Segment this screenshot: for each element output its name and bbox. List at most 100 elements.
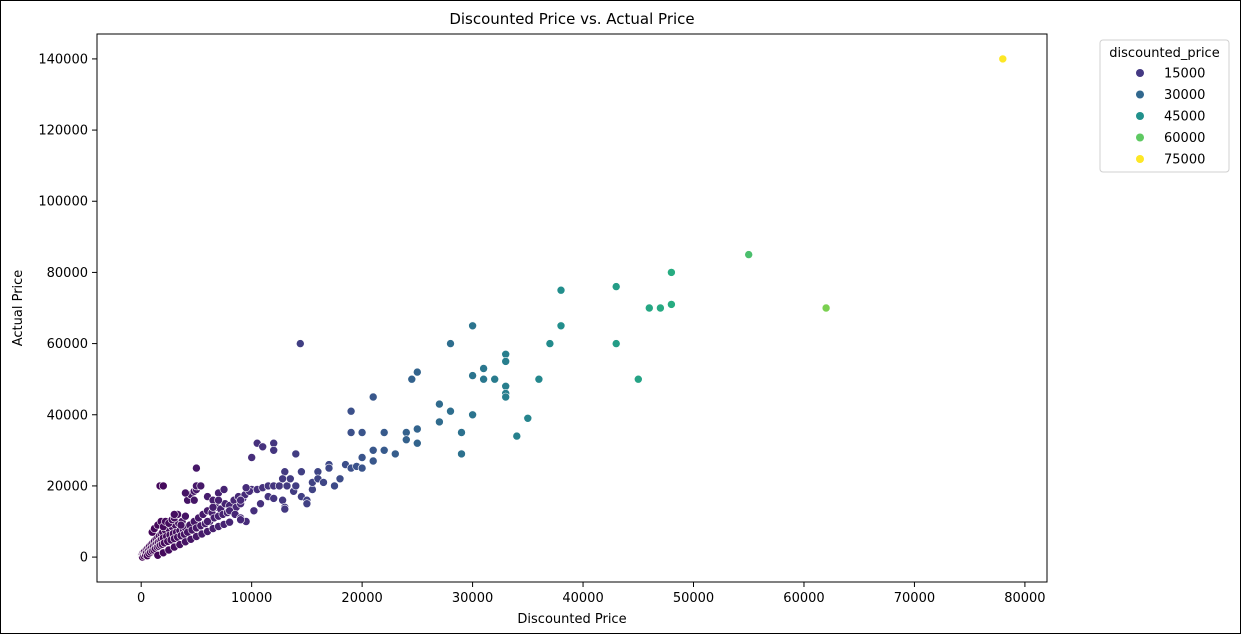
data-point (556, 321, 566, 331)
data-point (176, 520, 186, 530)
data-point (308, 485, 317, 494)
data-point (435, 417, 444, 427)
data-point (379, 445, 389, 455)
data-point (490, 374, 500, 384)
data-point (247, 453, 256, 462)
data-point (407, 374, 417, 384)
data-point (512, 431, 522, 441)
legend-label: 60000 (1164, 131, 1205, 146)
legend-label: 15000 (1164, 67, 1205, 82)
data-point (401, 435, 411, 445)
x-tick-label: 60000 (783, 591, 824, 606)
data-point (457, 428, 466, 437)
x-tick-label: 20000 (341, 591, 382, 606)
data-point (269, 494, 279, 503)
data-point (208, 502, 218, 512)
data-point (644, 303, 654, 313)
y-tick-label: 20000 (47, 479, 88, 494)
data-point (556, 285, 566, 295)
data-point (998, 54, 1008, 64)
y-tick-label: 100000 (38, 195, 88, 210)
y-tick-label: 0 (80, 551, 88, 566)
data-point (189, 495, 199, 505)
data-point (236, 495, 245, 505)
legend-marker (1136, 90, 1144, 99)
data-point (611, 339, 621, 348)
data-point (285, 474, 295, 484)
data-point (357, 463, 367, 473)
chart-title: Discounted Price vs. Actual Price (449, 10, 694, 28)
data-point (667, 268, 676, 277)
x-tick-label: 40000 (562, 591, 603, 606)
y-tick-label: 80000 (47, 266, 88, 281)
x-axis: 0 10000 20000 30000 40000 50000 60000 70000 8000… (137, 582, 1046, 606)
data-point (192, 463, 201, 473)
legend-box (1099, 39, 1230, 173)
data-point (468, 410, 477, 420)
data-point (457, 449, 466, 459)
data-point (297, 467, 306, 477)
data-point (269, 445, 279, 455)
data-point (278, 474, 287, 484)
data-point (501, 392, 511, 402)
data-point (368, 456, 378, 466)
legend-marker (1136, 69, 1144, 77)
x-axis-label: Discounted Price (517, 612, 626, 627)
data-point (545, 339, 555, 348)
data-point (203, 517, 212, 526)
data-point (534, 374, 544, 384)
data-point (256, 499, 265, 509)
data-point (319, 478, 328, 487)
data-point (501, 349, 511, 359)
data-point (446, 406, 455, 416)
data-point (401, 428, 411, 437)
data-point (821, 303, 831, 313)
legend-label: 75000 (1164, 153, 1205, 168)
y-tick-label: 60000 (47, 337, 88, 352)
data-point (501, 357, 511, 366)
data-point (274, 481, 284, 491)
data-point (181, 488, 190, 498)
y-tick-label: 40000 (47, 408, 88, 423)
data-point (159, 481, 168, 491)
data-point (346, 428, 356, 437)
data-point (435, 399, 444, 409)
data-point (196, 481, 206, 491)
data-point (468, 321, 477, 331)
data-point (357, 428, 367, 437)
x-tick-label: 30000 (452, 591, 493, 606)
legend-marker (1136, 155, 1144, 163)
data-point (219, 485, 229, 494)
data-point (633, 374, 643, 384)
data-point (523, 413, 533, 423)
data-point (181, 511, 190, 521)
data-point (412, 438, 422, 448)
legend-marker (1136, 112, 1144, 120)
x-tick-label: 80000 (1004, 591, 1045, 606)
legend-label: 45000 (1164, 110, 1205, 125)
data-point (324, 463, 334, 473)
legend-title: discounted_price (1109, 46, 1219, 61)
legend-marker (1136, 133, 1144, 142)
data-point (368, 445, 378, 455)
data-point (241, 483, 251, 493)
data-point (744, 250, 754, 259)
data-point (291, 449, 301, 459)
y-tick-label: 140000 (38, 52, 88, 67)
data-point (446, 339, 455, 348)
data-point (282, 481, 292, 491)
data-point (280, 504, 290, 514)
data-point (412, 424, 422, 434)
data-point (379, 428, 389, 437)
data-point (302, 499, 312, 509)
data-point (170, 510, 179, 519)
data-point (278, 495, 287, 505)
data-point (368, 392, 378, 402)
data-point (611, 282, 621, 291)
legend-entries: 15000 30000 45000 60000 75000 (1136, 67, 1205, 168)
data-point (249, 506, 259, 516)
data-point (346, 406, 356, 416)
x-tick-label: 0 (137, 591, 145, 606)
data-point (214, 495, 223, 505)
